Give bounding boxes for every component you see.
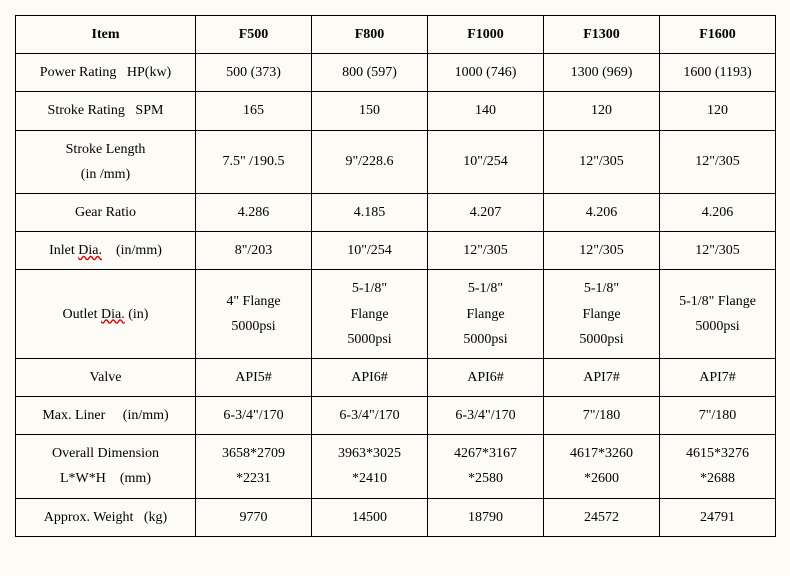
cell: 4.207	[428, 193, 544, 231]
cell: 4617*3260*2600	[544, 435, 660, 498]
cell: 12"/305	[660, 130, 776, 193]
row-label: Outlet Dia. (in)	[16, 270, 196, 359]
cell: 8"/203	[196, 232, 312, 270]
table-row: Inlet Dia. (in/mm)8"/20310"/25412"/30512…	[16, 232, 776, 270]
cell: 4.185	[312, 193, 428, 231]
cell: 1000 (746)	[428, 54, 544, 92]
cell: 120	[660, 92, 776, 130]
cell: 500 (373)	[196, 54, 312, 92]
col-header: F1600	[660, 16, 776, 54]
table-row: Power Rating HP(kw)500 (373)800 (597)100…	[16, 54, 776, 92]
cell: 18790	[428, 498, 544, 536]
cell: 10"/254	[312, 232, 428, 270]
cell: 9"/228.6	[312, 130, 428, 193]
cell: 6-3/4"/170	[312, 397, 428, 435]
cell: 1300 (969)	[544, 54, 660, 92]
table-row: Gear Ratio4.2864.1854.2074.2064.206	[16, 193, 776, 231]
table-row: ValveAPI5#API6#API6#API7#API7#	[16, 358, 776, 396]
table-row: Max. Liner (in/mm)6-3/4"/1706-3/4"/1706-…	[16, 397, 776, 435]
table-header-row: Item F500 F800 F1000 F1300 F1600	[16, 16, 776, 54]
row-label: Stroke Rating SPM	[16, 92, 196, 130]
cell: 24791	[660, 498, 776, 536]
cell: 150	[312, 92, 428, 130]
cell: 5-1/8"Flange5000psi	[312, 270, 428, 359]
cell: 3658*2709*2231	[196, 435, 312, 498]
spec-table: Item F500 F800 F1000 F1300 F1600 Power R…	[15, 15, 776, 537]
cell: 140	[428, 92, 544, 130]
cell: 4267*3167*2580	[428, 435, 544, 498]
cell: API6#	[428, 358, 544, 396]
cell: 4.206	[660, 193, 776, 231]
cell: 7.5" /190.5	[196, 130, 312, 193]
cell: 12"/305	[428, 232, 544, 270]
col-header: F1000	[428, 16, 544, 54]
cell: 10"/254	[428, 130, 544, 193]
col-header: Item	[16, 16, 196, 54]
row-label: Gear Ratio	[16, 193, 196, 231]
cell: 7"/180	[660, 397, 776, 435]
cell: 6-3/4"/170	[428, 397, 544, 435]
cell: 14500	[312, 498, 428, 536]
table-row: Outlet Dia. (in)4" Flange5000psi5-1/8"Fl…	[16, 270, 776, 359]
cell: API5#	[196, 358, 312, 396]
col-header: F1300	[544, 16, 660, 54]
cell: 4.206	[544, 193, 660, 231]
cell: 4.286	[196, 193, 312, 231]
cell: API6#	[312, 358, 428, 396]
row-label: Inlet Dia. (in/mm)	[16, 232, 196, 270]
cell: 12"/305	[544, 130, 660, 193]
table-row: Overall DimensionL*W*H (mm)3658*2709*223…	[16, 435, 776, 498]
row-label: Overall DimensionL*W*H (mm)	[16, 435, 196, 498]
cell: 165	[196, 92, 312, 130]
row-label: Approx. Weight (kg)	[16, 498, 196, 536]
row-label: Max. Liner (in/mm)	[16, 397, 196, 435]
cell: 3963*3025*2410	[312, 435, 428, 498]
row-label: Power Rating HP(kw)	[16, 54, 196, 92]
cell: 5-1/8"Flange5000psi	[544, 270, 660, 359]
cell: API7#	[544, 358, 660, 396]
table-body: Power Rating HP(kw)500 (373)800 (597)100…	[16, 54, 776, 537]
cell: 5-1/8" Flange5000psi	[660, 270, 776, 359]
cell: 4" Flange5000psi	[196, 270, 312, 359]
cell: 1600 (1193)	[660, 54, 776, 92]
cell: 12"/305	[660, 232, 776, 270]
cell: 5-1/8"Flange5000psi	[428, 270, 544, 359]
table-row: Stroke Rating SPM165150140120120	[16, 92, 776, 130]
cell: 9770	[196, 498, 312, 536]
cell: 800 (597)	[312, 54, 428, 92]
col-header: F500	[196, 16, 312, 54]
cell: 120	[544, 92, 660, 130]
row-label: Valve	[16, 358, 196, 396]
cell: API7#	[660, 358, 776, 396]
cell: 7"/180	[544, 397, 660, 435]
cell: 12"/305	[544, 232, 660, 270]
cell: 24572	[544, 498, 660, 536]
table-row: Stroke Length(in /mm)7.5" /190.59"/228.6…	[16, 130, 776, 193]
col-header: F800	[312, 16, 428, 54]
table-row: Approx. Weight (kg)977014500187902457224…	[16, 498, 776, 536]
cell: 4615*3276*2688	[660, 435, 776, 498]
row-label: Stroke Length(in /mm)	[16, 130, 196, 193]
cell: 6-3/4"/170	[196, 397, 312, 435]
